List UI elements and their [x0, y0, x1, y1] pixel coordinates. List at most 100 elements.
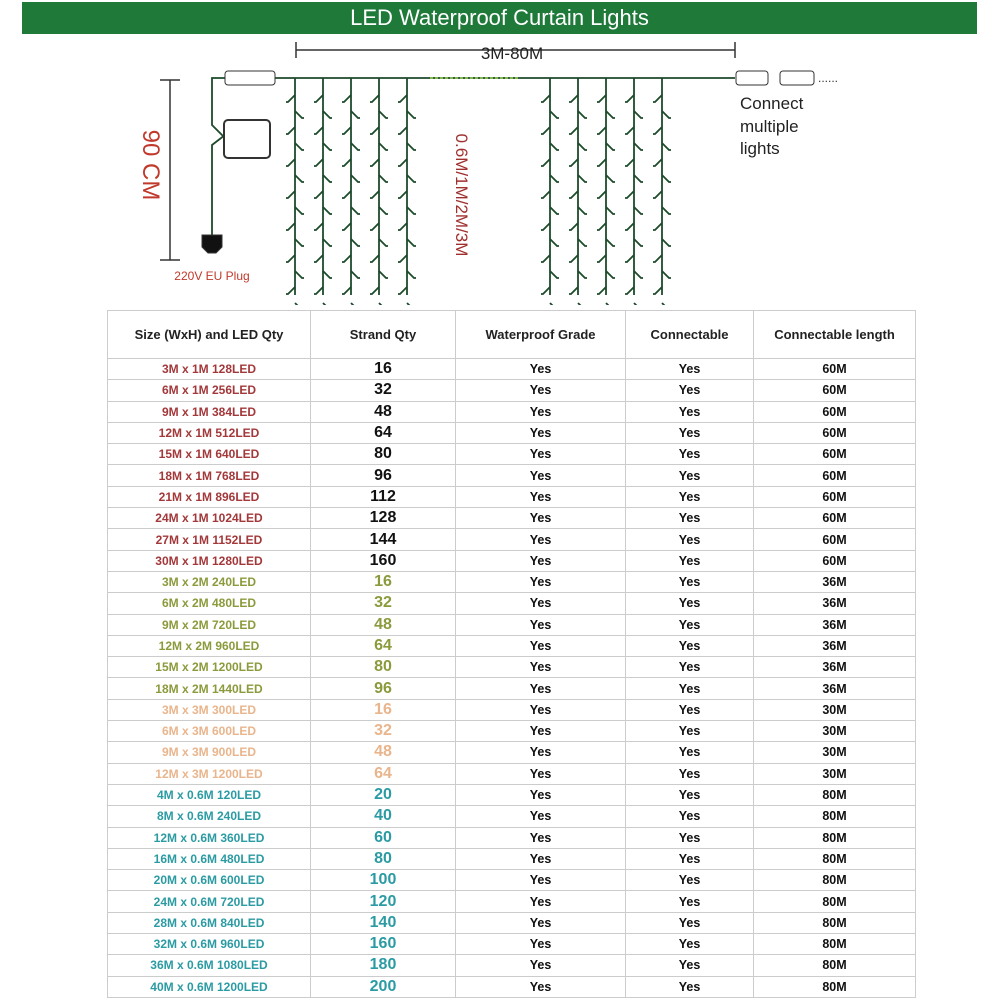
length-cell: 80M [753, 890, 916, 913]
waterproof-cell: Yes [455, 933, 626, 956]
column-header: Connectable length [753, 310, 916, 359]
length-cell: 80M [753, 975, 916, 998]
size-cell: 15M x 1M 640LED [107, 443, 311, 466]
table-row: 20M x 0.6M 600LED 100 Yes Yes 80M [107, 869, 916, 892]
length-cell: 30M [753, 720, 916, 743]
table-row: 24M x 0.6M 720LED 120 Yes Yes 80M [107, 890, 916, 913]
connectable-cell: Yes [625, 592, 754, 615]
connectable-cell: Yes [625, 549, 754, 572]
waterproof-cell: Yes [455, 975, 626, 998]
size-cell: 18M x 1M 768LED [107, 464, 311, 487]
table-row: 27M x 1M 1152LED 144 Yes Yes 60M [107, 528, 916, 551]
size-cell: 36M x 0.6M 1080LED [107, 954, 311, 977]
strand-qty-cell: 100 [310, 869, 456, 892]
table-row: 6M x 2M 480LED 32 Yes Yes 36M [107, 592, 916, 615]
connectable-cell: Yes [625, 400, 754, 423]
size-cell: 12M x 0.6M 360LED [107, 826, 311, 849]
waterproof-cell: Yes [455, 485, 626, 509]
waterproof-cell: Yes [455, 613, 626, 636]
size-cell: 12M x 3M 1200LED [107, 762, 311, 785]
table-row: 9M x 2M 720LED 48 Yes Yes 36M [107, 613, 916, 636]
size-cell: 8M x 0.6M 240LED [107, 805, 311, 828]
size-cell: 40M x 0.6M 1200LED [107, 975, 311, 998]
length-cell: 80M [753, 783, 916, 807]
waterproof-cell: Yes [455, 656, 626, 679]
column-header: Size (WxH) and LED Qty [107, 310, 311, 359]
waterproof-cell: Yes [455, 634, 626, 658]
table-row: 3M x 2M 240LED 16 Yes Yes 36M [107, 570, 916, 594]
size-cell: 6M x 2M 480LED [107, 592, 311, 615]
connect-label: Connect [740, 94, 804, 113]
length-cell: 80M [753, 826, 916, 849]
strand-qty-cell: 80 [310, 656, 456, 679]
table-row: 9M x 1M 384LED 48 Yes Yes 60M [107, 400, 916, 423]
waterproof-cell: Yes [455, 954, 626, 977]
length-cell: 60M [753, 400, 916, 423]
strand-qty-cell: 16 [310, 698, 456, 722]
waterproof-cell: Yes [455, 741, 626, 764]
column-header: Waterproof Grade [455, 310, 626, 359]
size-cell: 18M x 2M 1440LED [107, 677, 311, 700]
connectable-cell: Yes [625, 783, 754, 807]
table-row: 3M x 3M 300LED 16 Yes Yes 30M [107, 698, 916, 722]
size-cell: 24M x 1M 1024LED [107, 507, 311, 530]
size-cell: 32M x 0.6M 960LED [107, 933, 311, 956]
column-header: Connectable [625, 310, 754, 359]
waterproof-cell: Yes [455, 890, 626, 913]
strand-qty-cell: 48 [310, 400, 456, 423]
strand-qty-cell: 80 [310, 443, 456, 466]
size-cell: 30M x 1M 1280LED [107, 549, 311, 572]
size-cell: 3M x 3M 300LED [107, 698, 311, 722]
strand-qty-cell: 96 [310, 677, 456, 700]
table-row: 15M x 2M 1200LED 80 Yes Yes 36M [107, 656, 916, 679]
size-cell: 6M x 3M 600LED [107, 720, 311, 743]
size-cell: 4M x 0.6M 120LED [107, 783, 311, 807]
connectable-cell: Yes [625, 656, 754, 679]
strand-qty-cell: 16 [310, 570, 456, 594]
table-row: 18M x 2M 1440LED 96 Yes Yes 36M [107, 677, 916, 700]
length-cell: 60M [753, 485, 916, 509]
length-cell: 36M [753, 634, 916, 658]
connectable-cell: Yes [625, 634, 754, 658]
size-cell: 24M x 0.6M 720LED [107, 890, 311, 913]
waterproof-cell: Yes [455, 762, 626, 785]
table-row: 6M x 3M 600LED 32 Yes Yes 30M [107, 720, 916, 743]
strand-qty-cell: 32 [310, 379, 456, 402]
size-cell: 9M x 1M 384LED [107, 400, 311, 423]
waterproof-cell: Yes [455, 720, 626, 743]
waterproof-cell: Yes [455, 549, 626, 572]
size-cell: 15M x 2M 1200LED [107, 656, 311, 679]
table-row: 8M x 0.6M 240LED 40 Yes Yes 80M [107, 805, 916, 828]
connectable-cell: Yes [625, 720, 754, 743]
connectable-cell: Yes [625, 698, 754, 722]
length-cell: 60M [753, 507, 916, 530]
curtain-wires [211, 77, 735, 305]
strand-qty-cell: 40 [310, 805, 456, 828]
waterproof-cell: Yes [455, 826, 626, 849]
connectable-cell: Yes [625, 933, 754, 956]
strand-qty-cell: 16 [310, 357, 456, 381]
connect-label: lights [740, 139, 780, 158]
length-cell: 30M [753, 741, 916, 764]
table-row: 40M x 0.6M 1200LED 200 Yes Yes 80M [107, 975, 916, 998]
length-cell: 60M [753, 528, 916, 551]
waterproof-cell: Yes [455, 528, 626, 551]
size-cell: 16M x 0.6M 480LED [107, 847, 311, 871]
connectable-cell: Yes [625, 507, 754, 530]
connectors: ...... [201, 70, 838, 254]
size-cell: 12M x 1M 512LED [107, 421, 311, 445]
waterproof-cell: Yes [455, 805, 626, 828]
connectable-cell: Yes [625, 379, 754, 402]
length-cell: 60M [753, 379, 916, 402]
table-row: 4M x 0.6M 120LED 20 Yes Yes 80M [107, 783, 916, 807]
connectable-cell: Yes [625, 421, 754, 445]
strand-qty-cell: 140 [310, 911, 456, 935]
spec-table: Size (WxH) and LED Qty Strand Qty Waterpro… [107, 310, 916, 998]
strand-qty-cell: 64 [310, 762, 456, 785]
size-cell: 12M x 2M 960LED [107, 634, 311, 658]
length-cell: 60M [753, 549, 916, 572]
length-cell: 36M [753, 677, 916, 700]
length-cell: 80M [753, 933, 916, 956]
connectable-cell: Yes [625, 741, 754, 764]
